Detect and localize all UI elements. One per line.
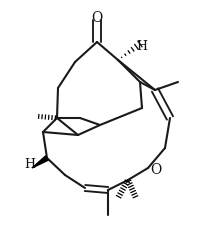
Polygon shape (32, 156, 48, 168)
Text: H: H (137, 40, 147, 53)
Text: O: O (91, 11, 103, 25)
Text: O: O (150, 163, 162, 177)
Text: H: H (24, 158, 36, 171)
